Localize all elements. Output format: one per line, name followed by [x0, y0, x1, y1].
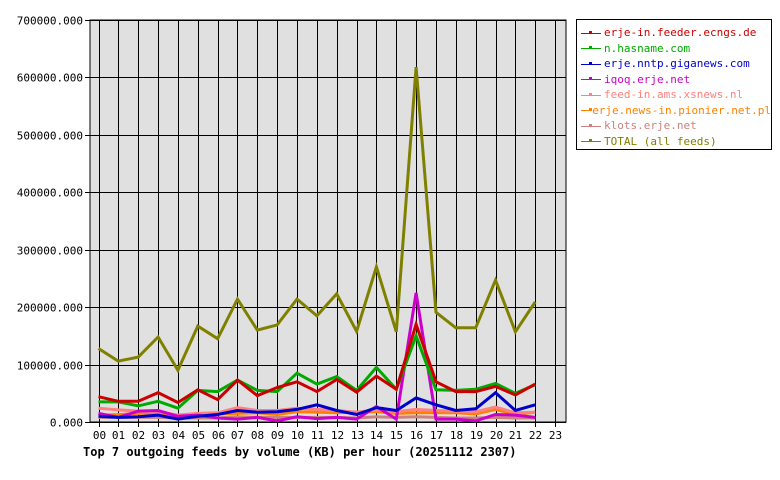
legend-item: iqoq.erje.net	[577, 72, 771, 88]
x-tick-label: 16	[410, 429, 423, 442]
y-tick-label: 400000.000	[17, 187, 83, 200]
x-tick-label: 22	[529, 429, 542, 442]
legend-swatch-icon	[581, 74, 601, 84]
chart-legend: erje-in.feeder.ecngs.de n.hasname.com erje…	[576, 19, 772, 150]
x-tick-label: 03	[152, 429, 165, 442]
series-line	[98, 292, 536, 423]
x-tick-label: 07	[231, 429, 244, 442]
x-tick-label: 05	[192, 429, 205, 442]
legend-label: iqoq.erje.net	[604, 72, 691, 86]
series-line	[98, 331, 536, 410]
y-tick-label: 500000.000	[17, 130, 83, 143]
x-tick-label: 21	[509, 429, 522, 442]
legend-item: TOTAL (all feeds)	[577, 134, 771, 150]
x-tick-label: 20	[490, 429, 503, 442]
x-tick-label: 23	[549, 429, 562, 442]
y-tick-label: 700000.000	[17, 15, 83, 28]
x-tick-label: 12	[331, 429, 344, 442]
legend-label: erje.nntp.giganews.com	[604, 57, 750, 71]
legend-label: n.hasname.com	[604, 41, 691, 55]
legend-swatch-icon	[581, 136, 601, 146]
legend-label: feed-in.ams.xsnews.nl	[604, 88, 744, 102]
x-tick-label: 15	[390, 429, 403, 442]
legend-swatch-icon	[581, 121, 601, 131]
legend-swatch-icon	[581, 105, 592, 115]
x-tick-label: 17	[430, 429, 443, 442]
x-tick-label: 11	[311, 429, 324, 442]
y-tick-label: 600000.000	[17, 72, 83, 85]
x-tick-label: 00	[93, 429, 106, 442]
x-tick-label: 19	[470, 429, 483, 442]
x-tick-label: 13	[351, 429, 364, 442]
legend-item: erje.nntp.giganews.com	[577, 56, 771, 72]
series-line	[98, 319, 536, 405]
x-tick-label: 02	[132, 429, 145, 442]
x-tick-label: 14	[370, 429, 384, 442]
x-tick-label: 18	[450, 429, 463, 442]
y-tick-label: 200000.000	[17, 302, 83, 315]
legend-item: erje.news-in.pionier.net.pl	[577, 103, 771, 119]
plot-area	[89, 19, 567, 423]
x-tick-label: 09	[271, 429, 284, 442]
chart-title: Top 7 outgoing feeds by volume (KB) per …	[83, 445, 517, 459]
legend-label: TOTAL (all feeds)	[604, 134, 717, 148]
y-tick-label: 100000.000	[17, 360, 83, 373]
x-tick-label: 10	[291, 429, 304, 442]
legend-label: klots.erje.net	[604, 119, 697, 133]
x-tick-label: 01	[112, 429, 125, 442]
legend-item: n.hasname.com	[577, 41, 771, 57]
y-tick-label: 300000.000	[17, 245, 83, 258]
y-tick-label: 0.000	[50, 417, 83, 430]
legend-item: feed-in.ams.xsnews.nl	[577, 87, 771, 103]
legend-label: erje-in.feeder.ecngs.de	[604, 26, 757, 40]
legend-label: erje.news-in.pionier.net.pl	[592, 103, 771, 117]
legend-item: erje-in.feeder.ecngs.de	[577, 25, 771, 41]
series-line	[98, 390, 536, 421]
legend-swatch-icon	[581, 90, 601, 100]
legend-swatch-icon	[581, 28, 601, 38]
x-tick-label: 06	[212, 429, 225, 442]
legend-item: klots.erje.net	[577, 118, 771, 134]
x-tick-label: 08	[251, 429, 264, 442]
legend-swatch-icon	[581, 59, 601, 69]
x-tick-label: 04	[172, 429, 186, 442]
legend-swatch-icon	[581, 43, 601, 53]
series-line	[97, 66, 537, 374]
